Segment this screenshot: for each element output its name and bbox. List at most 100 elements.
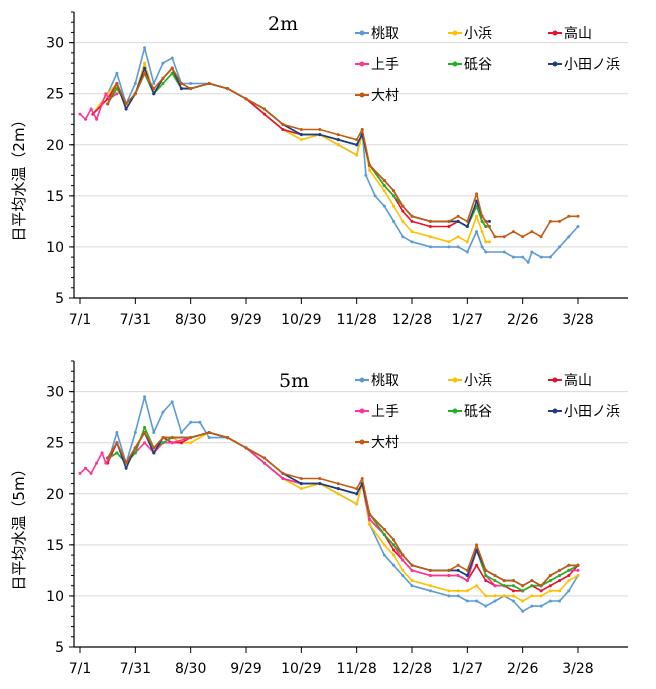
legend-label: 小田ノ浜: [564, 404, 620, 420]
y-tick-label: 15: [46, 189, 64, 205]
y-axis-label: 日平均水温（5m）: [10, 461, 28, 590]
data-point: [567, 568, 571, 572]
data-point: [493, 584, 497, 588]
data-point: [548, 589, 552, 593]
y-tick-label: 20: [46, 138, 64, 154]
data-point: [493, 579, 497, 583]
data-point: [480, 230, 484, 234]
data-point: [558, 599, 562, 603]
data-point: [336, 133, 340, 137]
data-point: [480, 219, 484, 223]
data-point: [89, 471, 93, 475]
data-point: [368, 517, 372, 521]
y-tick-label: 15: [46, 538, 64, 554]
legend-label: 大村: [371, 435, 399, 451]
data-point: [382, 184, 386, 188]
data-point: [106, 456, 110, 460]
data-point: [401, 553, 405, 557]
y-tick-label: 10: [46, 589, 64, 605]
data-point: [226, 436, 230, 440]
x-tick-label: 9/29: [230, 661, 261, 677]
data-point: [475, 584, 479, 588]
data-point: [170, 441, 174, 445]
data-point: [262, 456, 266, 460]
series-line: [106, 67, 578, 238]
data-point: [382, 528, 386, 532]
data-point: [143, 425, 147, 429]
data-point: [299, 476, 303, 480]
data-point: [567, 574, 571, 577]
chart-2m: 5 10 15 20 25 30 7/1 7/31 8/30 9/29 10/29 11/28 12/2…: [0, 0, 656, 340]
data-point: [484, 594, 488, 598]
data-point: [161, 410, 165, 414]
data-point: [465, 219, 469, 223]
data-point: [392, 543, 396, 547]
legend-marker: [452, 408, 458, 414]
data-point: [465, 579, 469, 583]
x-tick-label: 12/28: [392, 661, 432, 677]
data-point: [480, 214, 484, 218]
data-point: [170, 436, 174, 440]
data-point: [456, 589, 460, 593]
x-tick-label: 10/29: [281, 661, 321, 677]
data-point: [392, 219, 396, 223]
data-point: [484, 225, 488, 228]
data-point: [447, 225, 451, 228]
data-point: [179, 431, 183, 434]
data-point: [401, 204, 405, 208]
data-point: [447, 240, 451, 244]
data-point: [410, 563, 414, 567]
data-point: [456, 235, 460, 239]
data-point: [143, 66, 147, 70]
data-point: [179, 87, 183, 91]
data-point: [558, 574, 562, 577]
y-tick-label: 30: [46, 36, 64, 52]
data-point: [368, 168, 372, 172]
data-point: [558, 245, 562, 249]
data-point: [161, 76, 165, 80]
x-tick-label: 3/28: [562, 312, 593, 328]
data-point: [511, 599, 515, 603]
data-point: [475, 192, 479, 196]
data-point: [143, 61, 147, 65]
data-point: [226, 87, 230, 91]
data-point: [368, 163, 372, 167]
x-tick-label: 7/31: [120, 312, 151, 328]
x-tick-label: 7/1: [69, 661, 92, 677]
data-point: [484, 604, 488, 608]
data-point: [124, 466, 128, 470]
data-point: [447, 594, 451, 598]
y-tick-label: 5: [55, 640, 64, 656]
legend-label: 小浜: [464, 26, 492, 42]
data-point: [133, 431, 137, 434]
data-point: [281, 471, 285, 475]
data-point: [493, 574, 497, 577]
series-line: [92, 47, 579, 264]
data-point: [539, 235, 543, 239]
series-line: [106, 431, 579, 592]
data-point: [484, 574, 488, 577]
data-point: [382, 553, 386, 557]
y-tick-label: 25: [46, 87, 64, 103]
data-point: [373, 194, 377, 198]
data-point: [465, 568, 469, 572]
data-point: [124, 107, 128, 111]
data-point: [189, 82, 193, 85]
data-point: [124, 461, 128, 465]
data-point: [502, 579, 506, 583]
data-point: [511, 255, 515, 259]
x-tick-label: 1/27: [452, 312, 483, 328]
data-point: [521, 589, 525, 593]
data-point: [198, 420, 202, 424]
data-point: [382, 179, 386, 183]
data-point: [480, 245, 484, 249]
data-point: [161, 436, 165, 440]
data-point: [456, 568, 460, 572]
legend-marker: [452, 30, 458, 36]
data-point: [521, 235, 525, 239]
data-point: [410, 568, 414, 572]
data-point: [410, 240, 414, 244]
series-line: [106, 67, 490, 228]
data-point: [484, 250, 488, 254]
data-point: [360, 476, 364, 480]
